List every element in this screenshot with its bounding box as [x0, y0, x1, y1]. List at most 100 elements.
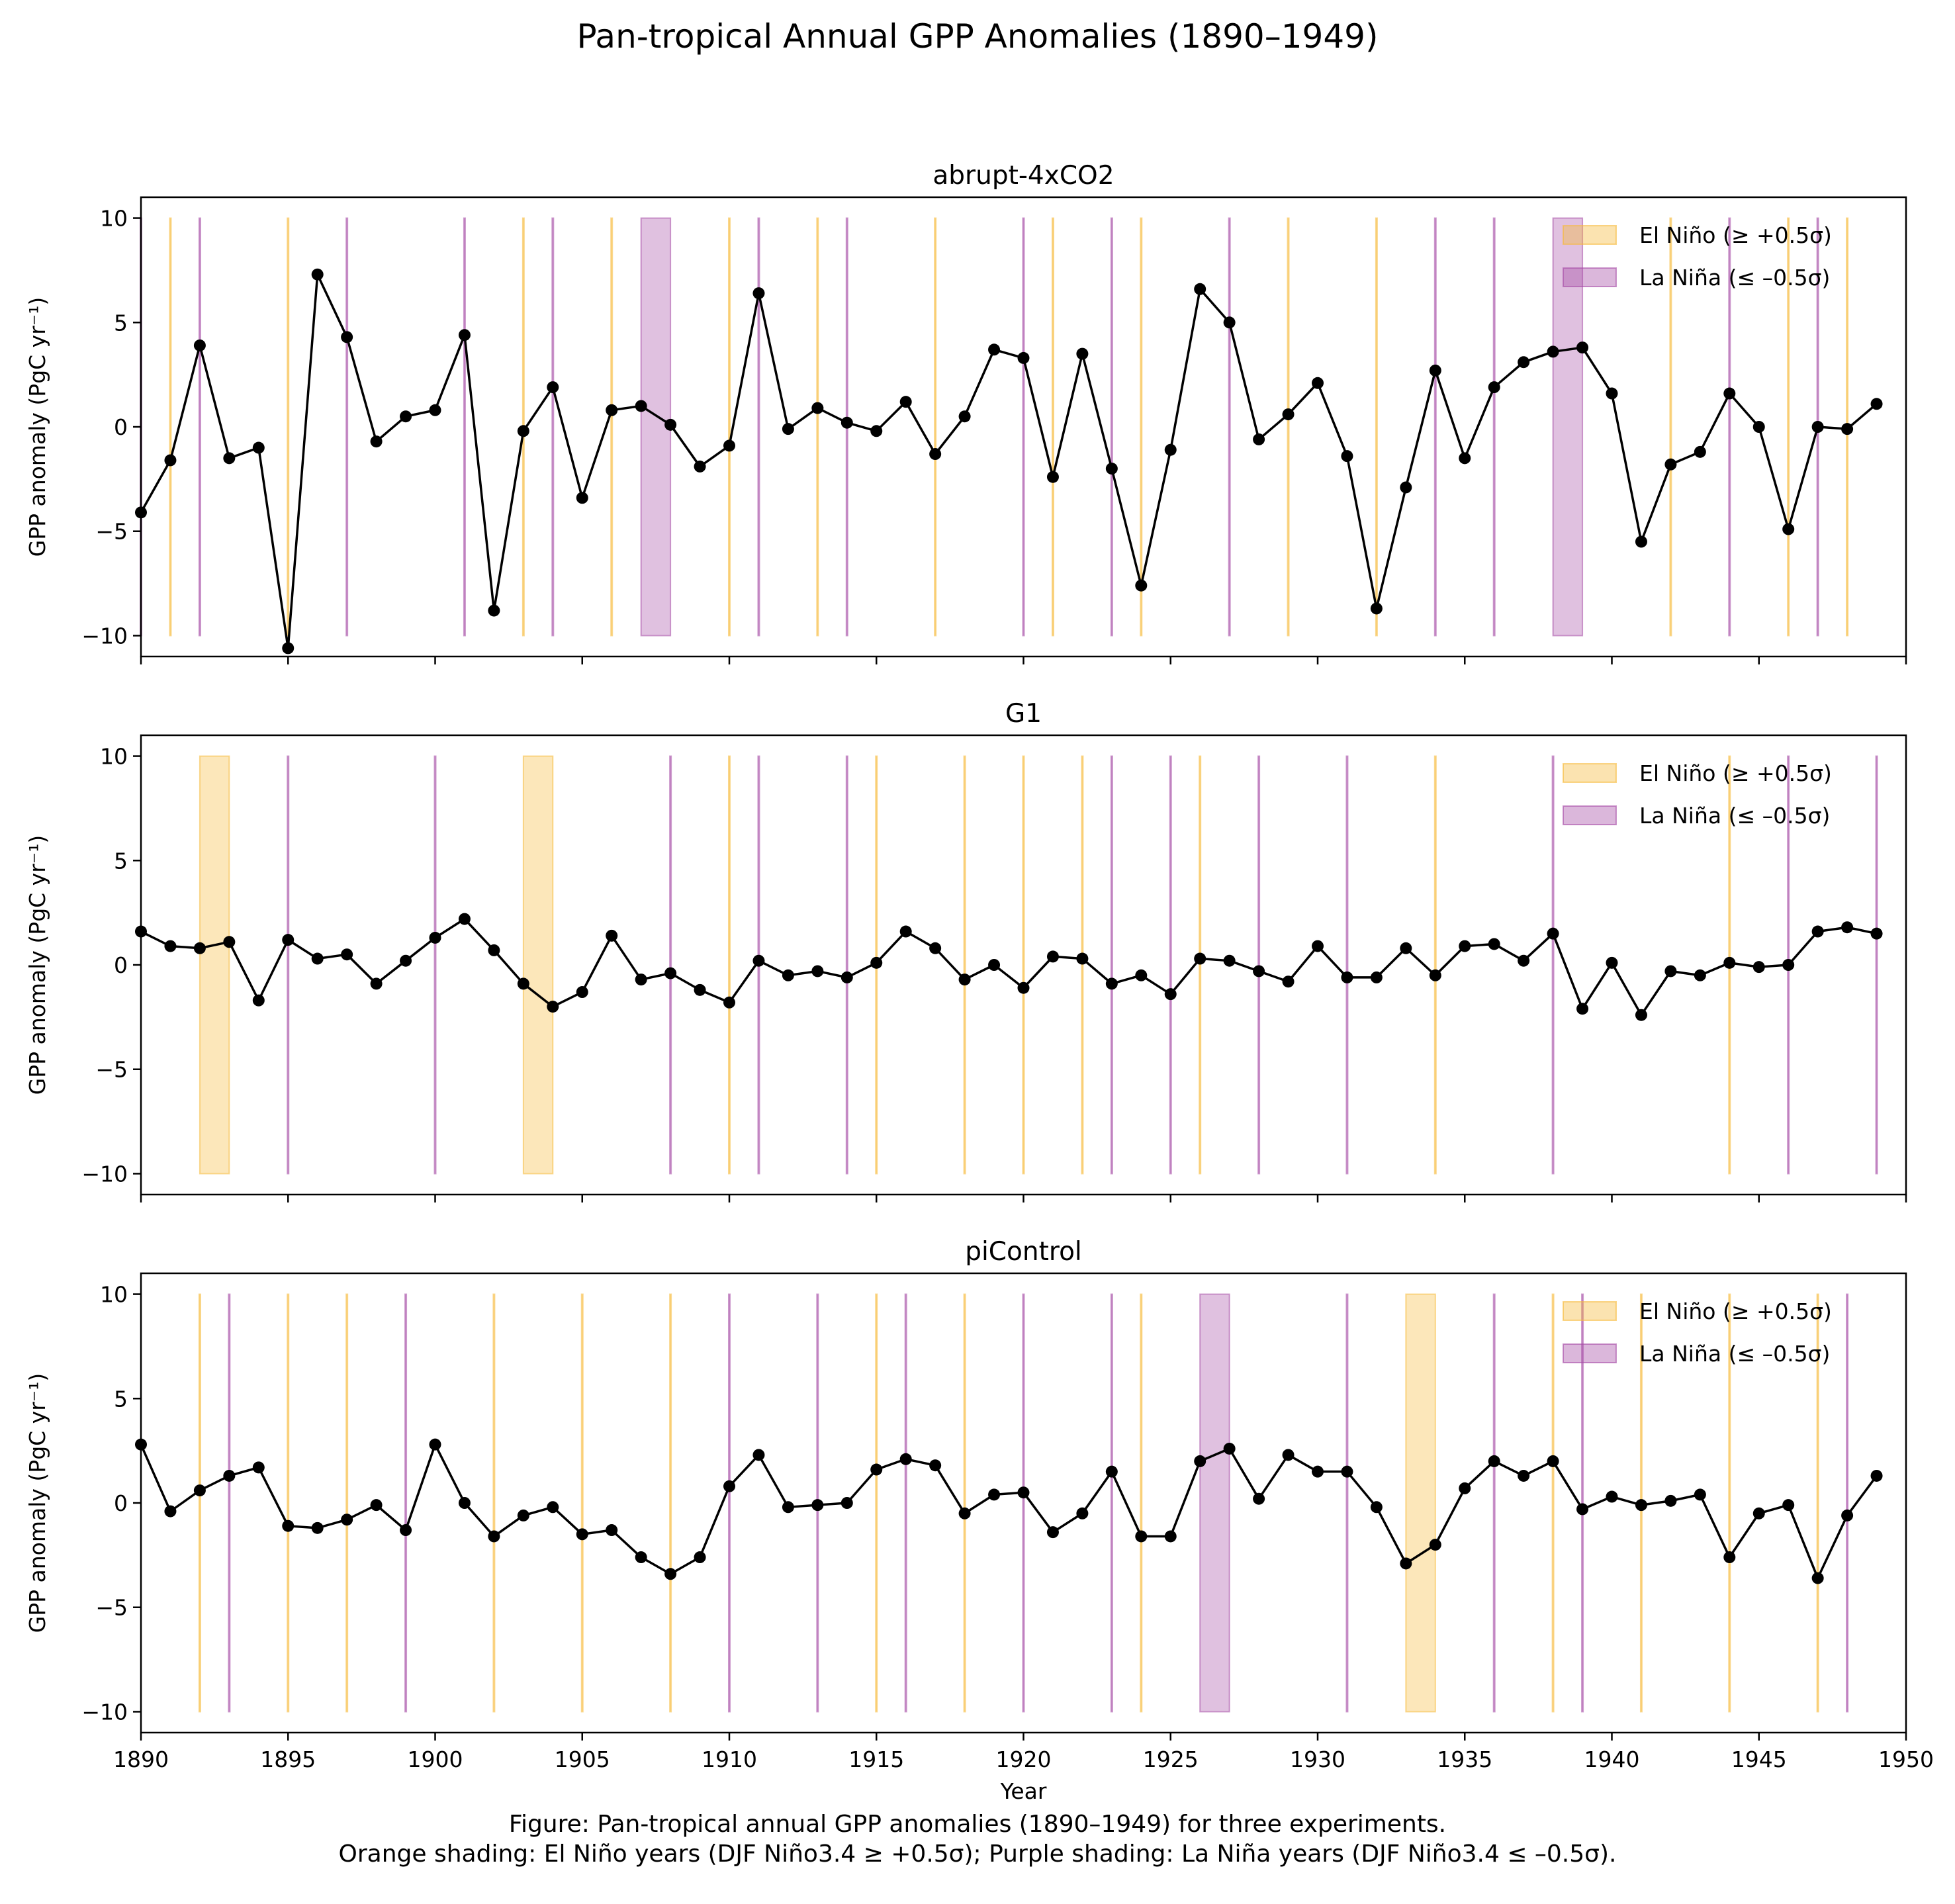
chart-2-point-1924 [1135, 1530, 1148, 1543]
chart-0-legend-label-el-nino: El Niño (≥ +0.5σ) [1639, 222, 1832, 248]
chart-2-point-1922 [1076, 1507, 1089, 1519]
chart-1-point-1915 [870, 956, 883, 969]
chart-0-la-nina-span-1892 [198, 217, 201, 637]
chart-2-la-nina-span-1931 [1345, 1293, 1349, 1713]
chart-2-point-1904 [547, 1501, 559, 1514]
chart-1-legend-label-el-nino: El Niño (≥ +0.5σ) [1639, 760, 1832, 786]
chart-2-xtick-label-1925: 1925 [1143, 1746, 1199, 1772]
chart-1-el-nino-span-1920 [1022, 755, 1025, 1175]
chart-1-point-1912 [782, 969, 794, 981]
chart-1-point-1893 [223, 936, 236, 948]
chart-1-point-1894 [252, 994, 265, 1007]
chart-2-point-1946 [1782, 1499, 1795, 1512]
chart-1-point-1926 [1194, 952, 1206, 965]
chart-2-enso-shading [198, 1293, 1849, 1713]
chart-0-point-1945 [1752, 421, 1765, 433]
chart-0-point-1940 [1606, 387, 1618, 400]
chart-2-el-nino-span-1938 [1551, 1293, 1555, 1713]
chart-2-point-1932 [1370, 1501, 1383, 1514]
chart-2-point-1947 [1811, 1572, 1824, 1584]
chart-2-legend: El Niño (≥ +0.5σ) La Niña (≤ –0.5σ) [1563, 1298, 1832, 1367]
chart-0-ytick-label-0: 0 [114, 414, 128, 440]
chart-2-xtick-label-1920: 1920 [996, 1746, 1052, 1772]
chart-1-el-nino-span-1910 [728, 755, 731, 1175]
chart-1-point-1937 [1518, 954, 1530, 967]
chart-1-el-nino-span-1918 [963, 755, 966, 1175]
chart-0-point-1894 [252, 441, 265, 454]
chart-1-la-nina-span-1949 [1875, 755, 1878, 1175]
chart-0-point-1896 [311, 268, 324, 281]
chart-2-point-1937 [1518, 1469, 1530, 1482]
chart-2-point-1930 [1312, 1465, 1324, 1478]
chart-2-point-1921 [1046, 1526, 1059, 1539]
chart-0-point-1895 [282, 642, 295, 655]
chart-0-point-1908 [664, 418, 677, 431]
chart-1-point-1939 [1576, 1003, 1589, 1015]
chart-0-el-nino-span-1913 [816, 217, 819, 637]
chart-1-point-1906 [606, 929, 618, 942]
chart-2-point-1923 [1105, 1465, 1118, 1478]
chart-1-point-1925 [1164, 988, 1177, 1001]
chart-0-la-nina-span-1927 [1228, 217, 1231, 637]
chart-1-ytick-label--5: −5 [95, 1057, 128, 1083]
chart-1-el-nino-span-1926 [1199, 755, 1202, 1175]
chart-0-legend-swatch-la-nina [1563, 267, 1617, 287]
chart-1-el-nino-span-1934 [1433, 755, 1437, 1175]
chart-2-xtick-label-1900: 1900 [408, 1746, 463, 1772]
chart-1-point-1941 [1635, 1009, 1647, 1021]
chart-0-point-1899 [400, 410, 412, 423]
chart-1-el-nino-span-1922 [1081, 755, 1084, 1175]
chart-0-ytick-label--10: −10 [81, 623, 128, 649]
chart-1-point-1931 [1341, 971, 1353, 983]
chart-0-point-1903 [517, 425, 529, 437]
chart-0-point-1912 [782, 423, 794, 435]
chart-1-point-1929 [1282, 975, 1295, 988]
chart-2-point-1907 [635, 1551, 647, 1564]
chart-1-ytick-label-0: 0 [114, 952, 128, 978]
chart-2-point-1936 [1488, 1455, 1500, 1467]
chart-0-point-1892 [193, 339, 206, 351]
chart-1-enso-shading [199, 755, 1878, 1175]
chart-1-point-1899 [400, 954, 412, 967]
chart-2-point-1927 [1223, 1442, 1236, 1455]
chart-1-la-nina-span-1908 [669, 755, 672, 1175]
chart-1-point-1921 [1046, 950, 1059, 963]
chart-0-point-1937 [1518, 356, 1530, 369]
chart-0-el-nino-span-1946 [1787, 217, 1790, 637]
chart-1-point-1914 [841, 971, 853, 983]
chart-0-point-1910 [723, 439, 735, 452]
chart-1-point-1920 [1017, 981, 1030, 994]
chart-2-point-1919 [988, 1488, 1001, 1501]
chart-2-la-nina-span-1939 [1581, 1293, 1584, 1713]
chart-2-series-line [140, 1443, 1878, 1580]
chart-2-point-1945 [1752, 1507, 1765, 1519]
chart-0-point-1933 [1400, 481, 1412, 494]
chart-0-point-1890 [135, 506, 147, 519]
chart-1-la-nina-span-1923 [1110, 755, 1113, 1175]
chart-0-point-1914 [841, 416, 853, 429]
chart-1-point-1895 [282, 934, 295, 946]
chart-0-point-1905 [576, 492, 588, 504]
chart-0-point-1902 [488, 604, 500, 617]
chart-2-point-1896 [311, 1521, 324, 1534]
chart-1-la-nina-span-1914 [845, 755, 848, 1175]
chart-2-xtick-label-1930: 1930 [1290, 1746, 1345, 1772]
chart-2-point-1918 [958, 1507, 971, 1519]
chart-0-point-1946 [1782, 523, 1795, 535]
chart-0-point-1904 [547, 381, 559, 394]
caption-line-1: Figure: Pan-tropical annual GPP anomalie… [509, 1811, 1446, 1838]
chart-2-point-1902 [488, 1530, 500, 1543]
chart-1-point-1898 [370, 977, 383, 990]
chart-0-ytick-label-5: 5 [114, 310, 128, 336]
chart-2-el-nino-span-1947 [1816, 1293, 1819, 1713]
chart-1-point-1946 [1782, 959, 1795, 971]
chart-0-point-1926 [1194, 283, 1206, 295]
chart-0-el-nino-span-1924 [1140, 217, 1143, 637]
chart-0-point-1911 [752, 287, 765, 300]
chart-2-point-1916 [899, 1453, 912, 1465]
chart-2-ylabel: GPP anomaly (PgC yr⁻¹) [24, 1373, 50, 1633]
chart-0-legend-label-la-nina: La Niña (≤ –0.5σ) [1639, 265, 1830, 291]
chart-2-xtick-label-1910: 1910 [702, 1746, 757, 1772]
chart-0-point-1907 [635, 400, 647, 412]
chart-0-point-1934 [1429, 364, 1441, 377]
